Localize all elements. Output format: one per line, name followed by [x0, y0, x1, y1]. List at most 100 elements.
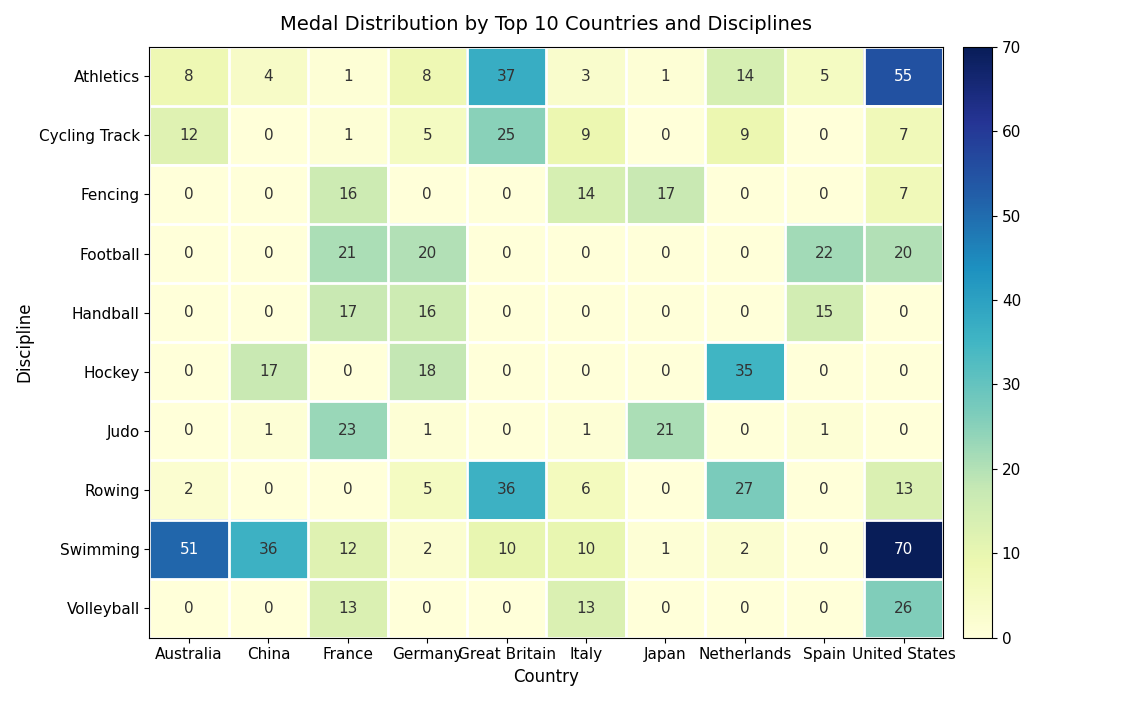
Text: 0: 0	[263, 246, 274, 261]
Text: 0: 0	[660, 246, 670, 261]
Text: 0: 0	[423, 187, 432, 202]
Text: 1: 1	[343, 69, 353, 83]
Text: 10: 10	[497, 542, 517, 557]
Text: 1: 1	[660, 69, 670, 83]
Text: 1: 1	[343, 128, 353, 143]
Text: 0: 0	[740, 246, 750, 261]
Text: 7: 7	[899, 128, 908, 143]
Text: 18: 18	[418, 365, 437, 379]
Text: 0: 0	[343, 365, 353, 379]
Title: Medal Distribution by Top 10 Countries and Disciplines: Medal Distribution by Top 10 Countries a…	[280, 15, 813, 34]
Text: 1: 1	[263, 423, 274, 438]
Text: 1: 1	[660, 542, 670, 557]
Text: 0: 0	[184, 187, 194, 202]
Text: 0: 0	[819, 542, 830, 557]
Text: 0: 0	[263, 128, 274, 143]
Text: 0: 0	[263, 482, 274, 498]
Text: 23: 23	[339, 423, 358, 438]
Text: 0: 0	[582, 305, 591, 320]
Text: 17: 17	[259, 365, 278, 379]
Text: 0: 0	[740, 305, 750, 320]
Text: 0: 0	[819, 601, 830, 615]
Text: 16: 16	[339, 187, 358, 202]
Text: 6: 6	[581, 482, 591, 498]
Text: 2: 2	[423, 542, 432, 557]
Y-axis label: Discipline: Discipline	[15, 302, 33, 383]
Text: 22: 22	[815, 246, 834, 261]
Text: 0: 0	[660, 305, 670, 320]
Text: 0: 0	[263, 187, 274, 202]
Text: 27: 27	[735, 482, 754, 498]
Text: 37: 37	[497, 69, 517, 83]
Text: 1: 1	[819, 423, 830, 438]
Text: 0: 0	[502, 365, 511, 379]
Text: 13: 13	[339, 601, 358, 615]
Text: 20: 20	[895, 246, 914, 261]
Text: 0: 0	[660, 601, 670, 615]
Text: 0: 0	[263, 601, 274, 615]
Text: 8: 8	[184, 69, 194, 83]
Text: 3: 3	[581, 69, 591, 83]
Text: 0: 0	[740, 187, 750, 202]
Text: 0: 0	[819, 187, 830, 202]
Text: 0: 0	[819, 128, 830, 143]
Text: 20: 20	[418, 246, 437, 261]
Text: 0: 0	[184, 601, 194, 615]
Text: 0: 0	[184, 246, 194, 261]
Text: 14: 14	[576, 187, 595, 202]
Text: 36: 36	[259, 542, 278, 557]
Text: 0: 0	[660, 482, 670, 498]
Text: 13: 13	[576, 601, 595, 615]
Text: 36: 36	[497, 482, 517, 498]
Text: 55: 55	[895, 69, 914, 83]
Text: 0: 0	[502, 305, 511, 320]
Text: 2: 2	[740, 542, 750, 557]
Text: 0: 0	[582, 365, 591, 379]
Text: 35: 35	[735, 365, 754, 379]
Text: 51: 51	[179, 542, 198, 557]
Text: 2: 2	[184, 482, 194, 498]
Text: 5: 5	[423, 482, 432, 498]
Text: 4: 4	[263, 69, 274, 83]
Text: 0: 0	[184, 305, 194, 320]
Text: 9: 9	[740, 128, 750, 143]
Text: 14: 14	[735, 69, 754, 83]
Text: 13: 13	[893, 482, 914, 498]
Text: 26: 26	[893, 601, 914, 615]
Text: 0: 0	[343, 482, 353, 498]
Text: 0: 0	[660, 128, 670, 143]
Text: 17: 17	[339, 305, 358, 320]
Text: 5: 5	[819, 69, 830, 83]
Text: 0: 0	[263, 305, 274, 320]
Text: 21: 21	[656, 423, 675, 438]
Text: 1: 1	[582, 423, 591, 438]
Text: 1: 1	[423, 423, 432, 438]
Text: 0: 0	[819, 365, 830, 379]
Text: 0: 0	[184, 365, 194, 379]
Text: 0: 0	[184, 423, 194, 438]
Text: 25: 25	[497, 128, 517, 143]
Text: 70: 70	[895, 542, 914, 557]
Text: 0: 0	[740, 423, 750, 438]
Text: 15: 15	[815, 305, 834, 320]
Text: 0: 0	[660, 365, 670, 379]
Text: 0: 0	[899, 365, 908, 379]
Text: 0: 0	[899, 305, 908, 320]
X-axis label: Country: Country	[513, 668, 580, 686]
Text: 5: 5	[423, 128, 432, 143]
Text: 0: 0	[502, 423, 511, 438]
Text: 9: 9	[581, 128, 591, 143]
Text: 0: 0	[423, 601, 432, 615]
Text: 0: 0	[502, 187, 511, 202]
Text: 17: 17	[656, 187, 675, 202]
Text: 16: 16	[418, 305, 437, 320]
Text: 0: 0	[502, 246, 511, 261]
Text: 12: 12	[179, 128, 198, 143]
Text: 8: 8	[423, 69, 432, 83]
Text: 0: 0	[740, 601, 750, 615]
Text: 12: 12	[339, 542, 358, 557]
Text: 0: 0	[582, 246, 591, 261]
Text: 21: 21	[339, 246, 358, 261]
Text: 0: 0	[502, 601, 511, 615]
Text: 0: 0	[819, 482, 830, 498]
